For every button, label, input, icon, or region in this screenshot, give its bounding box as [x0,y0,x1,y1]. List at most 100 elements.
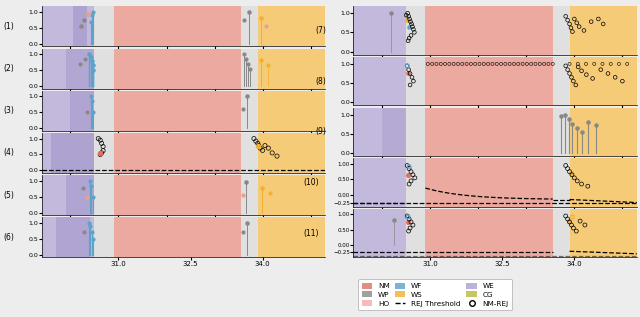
Bar [353,158,406,207]
Point [572,178,582,184]
Point [567,172,577,177]
Point [513,61,524,67]
Point [548,61,558,67]
Point [582,120,593,125]
Point [444,61,454,67]
Legend: NM, WP, HO, WF, WS, REJ Threshold, WE, CG, NM-REJ: NM, WP, HO, WF, WS, REJ Threshold, WE, C… [358,279,512,310]
Bar [241,6,258,47]
Point [238,230,248,235]
Bar [114,175,241,215]
Point [402,17,412,23]
Bar [42,49,95,89]
Point [567,122,577,127]
Point [591,123,601,128]
Y-axis label: (8): (8) [316,77,326,86]
Point [408,79,419,84]
Point [563,217,573,222]
Point [404,164,414,169]
Point [95,150,106,155]
Y-axis label: (10): (10) [303,178,319,187]
Point [78,185,88,190]
Bar [241,175,258,215]
Point [564,71,575,76]
Bar [42,6,95,47]
Point [603,71,613,76]
Point [579,28,589,33]
Point [571,229,581,234]
Point [564,219,575,224]
Bar [553,6,570,55]
Point [88,194,98,199]
Bar [406,108,426,156]
Point [487,61,497,67]
Point [245,66,255,71]
Y-axis label: (3): (3) [4,106,15,115]
Bar [114,6,241,47]
Point [568,225,579,230]
Point [436,61,446,67]
Point [565,170,575,175]
Point [251,139,261,144]
Point [457,61,467,67]
Point [239,52,250,57]
Point [483,61,493,67]
Point [409,30,419,35]
Bar [353,6,406,55]
Point [244,10,254,15]
Point [408,223,418,228]
Point [543,61,554,67]
Point [479,61,489,67]
Point [564,169,575,174]
Point [605,61,616,67]
Bar [241,217,258,257]
Point [404,16,415,22]
Point [404,182,414,187]
Bar [241,91,258,131]
Point [403,24,413,29]
Bar [553,108,570,156]
Point [241,56,252,61]
Point [404,36,414,41]
Point [526,61,536,67]
Point [98,148,108,153]
Point [500,61,511,67]
Point [75,61,85,66]
Point [449,61,459,67]
Point [257,185,267,190]
Bar [42,217,95,257]
Point [403,172,413,177]
Point [84,52,94,57]
Y-axis label: (1): (1) [4,22,15,31]
Bar [258,133,325,173]
Y-axis label: (6): (6) [4,233,15,242]
Point [86,183,96,188]
Point [403,11,413,16]
Point [402,63,412,68]
Point [581,61,591,67]
Point [563,218,573,223]
Point [407,24,417,29]
Point [267,150,277,155]
Bar [73,6,87,47]
Point [238,192,248,197]
Point [406,219,416,224]
Point [402,163,412,168]
Point [405,82,415,87]
Bar [114,49,241,89]
Point [97,141,107,146]
Bar [114,133,241,173]
Bar [95,91,114,131]
Point [404,166,414,171]
Bar [42,175,95,215]
Bar [95,133,114,173]
Point [257,148,268,153]
Point [580,223,590,228]
Point [405,71,415,76]
Bar [56,217,90,257]
Point [572,20,582,25]
Point [566,25,576,30]
Point [388,217,399,223]
Point [566,223,577,228]
Point [564,22,575,27]
Point [261,24,271,29]
